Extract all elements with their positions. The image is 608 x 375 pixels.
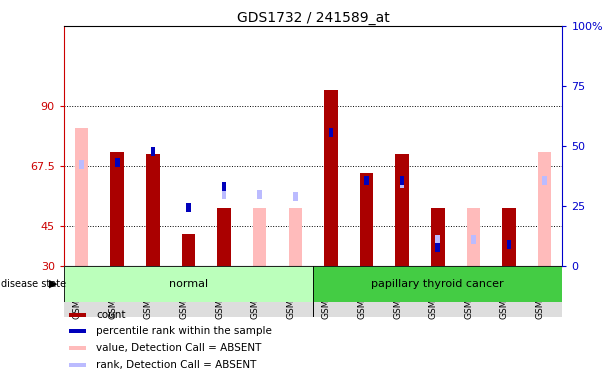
Bar	[471, 235, 475, 244]
Text: GSM85218: GSM85218	[179, 270, 188, 320]
Bar	[253, 208, 266, 266]
Text: GSM85222: GSM85222	[322, 270, 331, 319]
Bar	[328, 128, 333, 138]
Bar	[431, 208, 444, 266]
Text: GSM85216: GSM85216	[108, 270, 117, 320]
Bar	[69, 313, 86, 317]
Text: rank, Detection Call = ABSENT: rank, Detection Call = ABSENT	[96, 360, 257, 370]
Bar	[69, 363, 86, 367]
Bar	[146, 154, 160, 266]
Bar	[435, 235, 440, 244]
Bar	[69, 329, 86, 333]
Bar	[324, 90, 337, 266]
Bar	[395, 154, 409, 266]
Bar	[542, 176, 547, 186]
Bar	[111, 152, 124, 266]
Bar	[506, 240, 511, 249]
Bar	[186, 203, 191, 212]
Text: disease state: disease state	[1, 279, 66, 289]
Bar	[538, 152, 551, 266]
Bar	[69, 346, 86, 350]
Text: GSM85219: GSM85219	[215, 270, 224, 320]
Bar	[435, 243, 440, 252]
Text: GSM85227: GSM85227	[500, 270, 509, 319]
Text: GSM85226: GSM85226	[465, 270, 474, 319]
Bar	[466, 208, 480, 266]
Text: papillary thyroid cancer: papillary thyroid cancer	[371, 279, 504, 289]
Bar	[64, 266, 313, 302]
Bar	[64, 266, 562, 317]
Text: value, Detection Call = ABSENT: value, Detection Call = ABSENT	[96, 343, 261, 353]
Bar	[293, 192, 298, 201]
Title: GDS1732 / 241589_at: GDS1732 / 241589_at	[237, 11, 390, 25]
Bar	[364, 176, 369, 186]
Text: percentile rank within the sample: percentile rank within the sample	[96, 326, 272, 336]
Text: GSM85225: GSM85225	[429, 270, 438, 319]
Bar	[75, 128, 88, 266]
Text: normal: normal	[169, 279, 208, 289]
Bar	[115, 158, 120, 167]
Text: ▶: ▶	[49, 279, 58, 289]
Bar	[502, 208, 516, 266]
Bar	[222, 182, 226, 191]
Bar	[182, 234, 195, 266]
Bar	[151, 147, 155, 156]
Text: GSM85217: GSM85217	[144, 270, 153, 320]
Bar	[289, 208, 302, 266]
Bar	[313, 266, 562, 302]
Text: GSM85228: GSM85228	[536, 270, 545, 319]
Bar	[257, 190, 262, 199]
Bar	[400, 179, 404, 188]
Bar	[217, 208, 231, 266]
Bar	[79, 160, 84, 170]
Text: GSM85223: GSM85223	[358, 270, 367, 319]
Bar	[222, 190, 226, 199]
Text: GSM85220: GSM85220	[250, 270, 260, 319]
Bar	[360, 173, 373, 266]
Text: GSM85221: GSM85221	[286, 270, 295, 319]
Text: count: count	[96, 310, 126, 320]
Text: GSM85215: GSM85215	[72, 270, 81, 320]
Bar	[400, 176, 404, 186]
Bar	[506, 240, 511, 249]
Text: GSM85224: GSM85224	[393, 270, 402, 319]
